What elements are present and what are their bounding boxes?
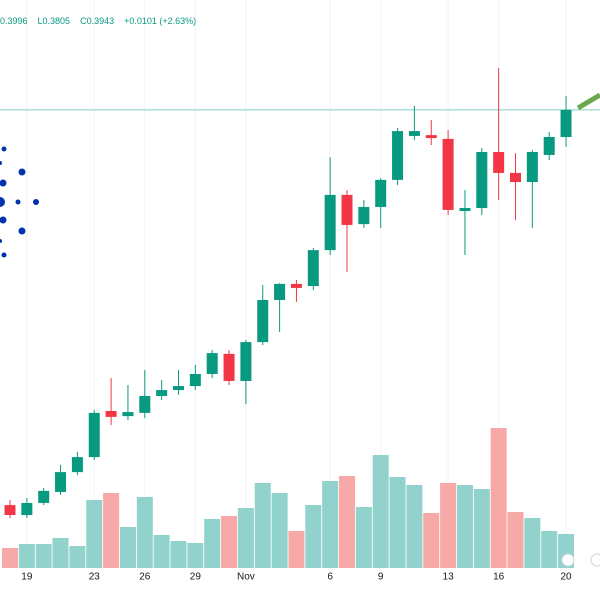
x-tick-label: 13 [443, 572, 455, 583]
candle-body [341, 194, 353, 225]
volume-bar [18, 544, 35, 568]
candle-body [240, 342, 252, 381]
volume-bar [254, 483, 271, 568]
arrow [576, 92, 600, 111]
volume-bar [2, 548, 18, 568]
volume-bar [35, 544, 52, 568]
ohlc-value: L0.3805 [37, 16, 71, 26]
event-icon[interactable] [590, 553, 600, 567]
ohlc-value: C0.3943 [80, 16, 115, 26]
candle-body [105, 410, 117, 417]
volume-bar [440, 483, 457, 568]
volume-bar [271, 493, 288, 568]
candle-body [173, 386, 184, 391]
volume-bar [389, 477, 406, 568]
candle-body [375, 179, 387, 207]
x-tick-label: 6 [327, 572, 333, 583]
candle-body [526, 152, 538, 183]
candle-body [459, 208, 471, 211]
candle-body [493, 152, 505, 173]
volume-bar [524, 518, 541, 568]
volume-bar [187, 543, 204, 568]
volume-bar [490, 428, 507, 568]
x-tick-label: 29 [190, 572, 202, 583]
volume-bar [69, 546, 86, 568]
candle-body [324, 194, 336, 251]
logo [0, 146, 39, 258]
candle-body [257, 300, 269, 343]
volume-bar [355, 507, 372, 568]
candle-body [476, 152, 488, 209]
candle-body [189, 373, 201, 387]
candle-body [510, 172, 521, 183]
candle-body [223, 353, 235, 381]
candle-body [560, 109, 572, 137]
volume-bar [305, 505, 322, 568]
candle-body [274, 283, 286, 300]
candle-body [408, 131, 420, 136]
candle-body [307, 250, 319, 287]
x-tick-label: 26 [139, 572, 151, 583]
x-tick-label: Nov [237, 572, 255, 583]
ohlc-header: 0.3996 L0.3805 C0.3943 +0.0101 (+2.63%) [0, 16, 196, 26]
candle-body [442, 138, 454, 210]
x-tick-label: 23 [89, 572, 101, 583]
volume-bar [541, 531, 558, 568]
candle-body [290, 283, 302, 288]
volume-bar [119, 527, 136, 568]
volume-bar [473, 489, 490, 568]
volume-bar [170, 541, 187, 568]
volume-bar [86, 500, 103, 568]
volume-bar [372, 455, 389, 568]
volume-bar [322, 481, 339, 568]
decoration [0, 92, 600, 567]
x-tick-label: 9 [378, 572, 384, 583]
candle-body [139, 395, 151, 413]
candle-body [392, 131, 404, 180]
candle-body [4, 505, 16, 516]
candle-body [543, 136, 555, 155]
volume-bar [221, 516, 238, 568]
volume-bar [406, 485, 423, 568]
x-tick-label: 19 [21, 572, 33, 583]
volume-bar [136, 497, 153, 568]
volume-bar [103, 493, 120, 568]
candle-body [21, 502, 33, 516]
volume-bar [288, 531, 305, 568]
candle-body [358, 206, 370, 225]
candle-body [71, 457, 83, 473]
volume-bar [153, 535, 170, 568]
volume-bar [507, 512, 524, 568]
candle-body [156, 390, 168, 396]
candle-body [88, 412, 100, 458]
volume-bar [423, 513, 440, 568]
event-icon[interactable] [561, 553, 575, 567]
x-tick-label: 16 [493, 572, 505, 583]
candle-body [425, 135, 437, 139]
volume-bar [52, 538, 69, 568]
ohlc-value: 0.3996 [0, 16, 28, 26]
candle-body [206, 353, 218, 374]
volume-bar [339, 476, 355, 568]
candle-body [55, 472, 67, 492]
candle-body [122, 412, 134, 417]
volume-bar [456, 485, 473, 568]
volume-bar [237, 508, 254, 568]
ohlc-value: +0.0101 (+2.63%) [124, 16, 197, 26]
volume-bar [204, 519, 221, 568]
candle-body [38, 490, 50, 503]
x-tick-label: 20 [560, 572, 572, 583]
